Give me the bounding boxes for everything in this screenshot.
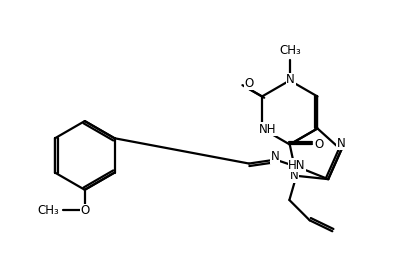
Text: N: N: [337, 137, 346, 150]
Text: CH₃: CH₃: [279, 44, 301, 57]
Text: N: N: [290, 169, 299, 182]
Text: CH₃: CH₃: [38, 204, 59, 216]
Text: N: N: [286, 73, 295, 86]
Text: N: N: [270, 150, 279, 163]
Text: NH: NH: [259, 123, 277, 136]
Text: O: O: [315, 138, 324, 151]
Text: O: O: [245, 77, 254, 90]
Text: O: O: [80, 204, 89, 217]
Text: HN: HN: [288, 159, 306, 172]
